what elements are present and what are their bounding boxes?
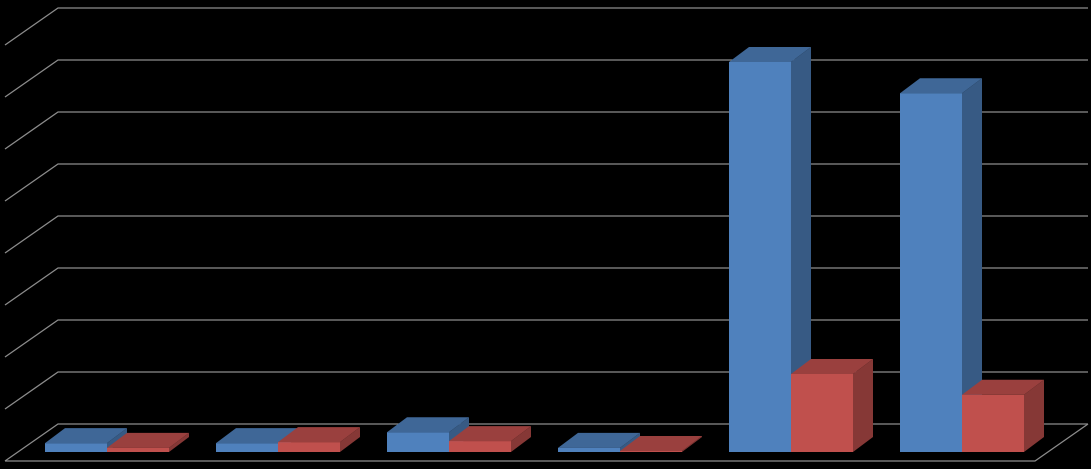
bar: [107, 447, 169, 452]
bar-top: [387, 417, 469, 433]
bar-side: [962, 78, 982, 452]
bar-top: [620, 435, 702, 451]
bar-top: [558, 432, 640, 448]
bar: [449, 441, 511, 452]
bar-top: [729, 47, 811, 62]
bar: [45, 443, 107, 452]
bar-top: [791, 359, 873, 374]
bar: [900, 93, 962, 452]
bar: [387, 432, 449, 452]
bar-side: [340, 427, 360, 452]
bar-top: [449, 426, 531, 442]
bar: [558, 447, 620, 452]
bar-side: [1024, 379, 1044, 452]
bar-side: [791, 47, 811, 452]
bar-top: [900, 78, 982, 94]
bar-side: [682, 435, 702, 452]
bar: [278, 442, 340, 452]
bar: [620, 450, 682, 452]
bar: [962, 394, 1024, 452]
bar: [791, 374, 853, 452]
bar-side: [169, 432, 189, 452]
bar-top: [962, 379, 1044, 395]
bar-top: [107, 432, 189, 448]
floor-edge: [5, 423, 1089, 462]
bar-side: [511, 426, 531, 452]
bar: [729, 62, 791, 452]
bar-top: [278, 427, 360, 443]
bar-top: [216, 428, 298, 444]
grid-line: [4, 7, 1088, 46]
bar-top: [45, 428, 127, 444]
bar-side: [853, 359, 873, 452]
bar: [216, 443, 278, 452]
